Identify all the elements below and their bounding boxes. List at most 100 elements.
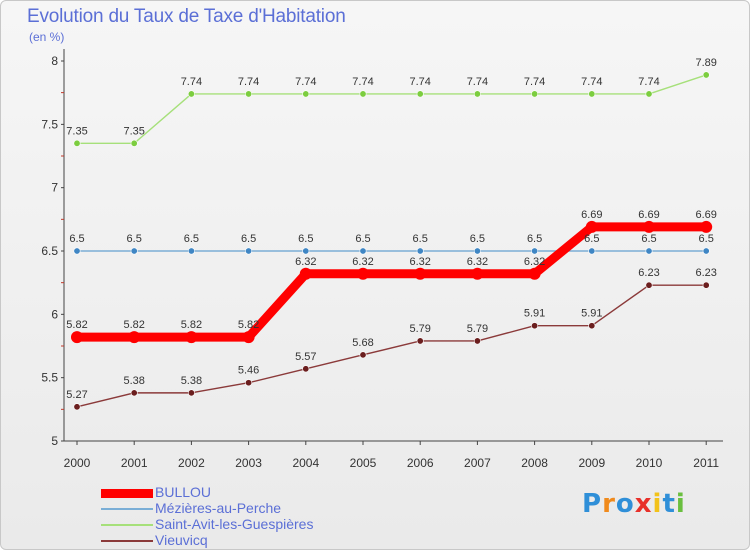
data-label: 6.32 (467, 256, 488, 268)
data-label: 5.82 (123, 319, 144, 331)
x-tick-label: 2010 (636, 456, 663, 470)
data-point (299, 267, 312, 280)
data-label: 6.5 (241, 233, 256, 245)
x-tick-label: 2003 (235, 456, 262, 470)
legend-label: Saint-Avit-les-Guespières (155, 516, 314, 532)
data-point (643, 220, 655, 233)
data-label: 5.27 (66, 389, 87, 401)
x-tick-label: 2006 (407, 456, 434, 470)
data-point (700, 220, 713, 233)
data-point (245, 90, 253, 98)
data-point (702, 247, 710, 255)
y-tick-label: 7.5 (41, 117, 58, 131)
x-tick-label: 2008 (521, 456, 548, 470)
data-label: 5.91 (581, 308, 602, 320)
data-label: 7.35 (123, 125, 144, 137)
series-line-vieuvicq (76, 284, 707, 408)
data-label: 6.5 (699, 233, 714, 245)
data-point (585, 220, 598, 233)
data-point (185, 331, 198, 344)
legend-swatch (101, 489, 153, 498)
data-point (471, 267, 484, 280)
data-label: 7.74 (467, 76, 488, 88)
data-point (187, 389, 195, 397)
y-tick-label: 8 (51, 54, 58, 68)
data-point (416, 90, 424, 98)
legend-item-saint-avit[interactable]: Saint-Avit-les-Guespières (101, 516, 401, 533)
logo-letter: x (634, 489, 653, 519)
data-point (130, 247, 138, 255)
data-label: 5.82 (238, 319, 259, 331)
data-point (531, 247, 539, 255)
legend-item-bullou[interactable]: BULLOU (101, 484, 401, 501)
logo-letter: t (662, 489, 676, 519)
data-point (359, 90, 367, 98)
legend-item-vieuvicq[interactable]: Vieuvicq (101, 532, 401, 549)
data-label: 6.5 (184, 233, 199, 245)
data-label: 7.89 (695, 57, 716, 69)
data-point (245, 379, 253, 387)
data-point (588, 322, 596, 330)
data-point (128, 331, 141, 344)
data-label: 5.82 (66, 319, 87, 331)
data-label: 6.32 (409, 256, 430, 268)
data-point (588, 90, 596, 98)
data-point (645, 90, 653, 98)
legend-item-mezieres[interactable]: Mézières-au-Perche (101, 500, 401, 517)
data-point (73, 139, 81, 147)
data-point (71, 331, 83, 344)
legend-swatch (101, 524, 153, 526)
data-label: 6.5 (527, 233, 542, 245)
data-label: 6.23 (695, 267, 716, 279)
legend-label: Vieuvicq (155, 532, 208, 548)
x-tick-label: 2007 (464, 456, 491, 470)
data-label: 6.69 (695, 209, 716, 221)
data-point (242, 331, 255, 344)
data-label: 7.74 (352, 76, 373, 88)
data-point (73, 403, 81, 411)
legend-swatch (101, 508, 153, 510)
data-label: 7.74 (295, 76, 316, 88)
data-label: 5.38 (123, 375, 144, 387)
data-point (245, 247, 253, 255)
data-label: 5.79 (467, 323, 488, 335)
data-label: 5.46 (238, 365, 259, 377)
data-label: 5.38 (181, 375, 202, 387)
data-point (702, 71, 710, 79)
data-point (528, 267, 541, 280)
y-tick-label: 5.5 (41, 371, 58, 385)
data-point (359, 351, 367, 359)
data-point (702, 281, 710, 289)
data-label: 5.57 (295, 351, 316, 363)
data-point (645, 247, 653, 255)
proxiti-logo: Proxiti (582, 489, 686, 519)
x-tick-label: 2002 (178, 456, 205, 470)
x-tick-label: 2011 (693, 456, 719, 470)
data-point (302, 90, 310, 98)
data-label: 7.35 (66, 125, 87, 137)
legend-label: Mézières-au-Perche (155, 500, 282, 516)
y-tick-label: 6 (51, 307, 58, 321)
data-point (531, 322, 539, 330)
data-point (531, 90, 539, 98)
data-label: 6.32 (352, 256, 373, 268)
data-label: 6.32 (295, 256, 316, 268)
data-point (416, 337, 424, 345)
data-label: 5.91 (524, 308, 545, 320)
data-label: 6.5 (355, 233, 370, 245)
data-label: 7.74 (238, 76, 259, 88)
chart-subtitle: (en %) (29, 30, 65, 44)
data-point (73, 247, 81, 255)
data-label: 6.5 (69, 233, 84, 245)
data-point (416, 247, 424, 255)
data-label: 6.5 (413, 233, 428, 245)
data-point (359, 247, 367, 255)
data-point (473, 337, 481, 345)
x-tick-label: 2009 (578, 456, 605, 470)
data-label: 5.82 (181, 319, 202, 331)
logo-letter: i (652, 489, 663, 519)
logo-letter: P (582, 489, 603, 519)
data-point (130, 139, 138, 147)
